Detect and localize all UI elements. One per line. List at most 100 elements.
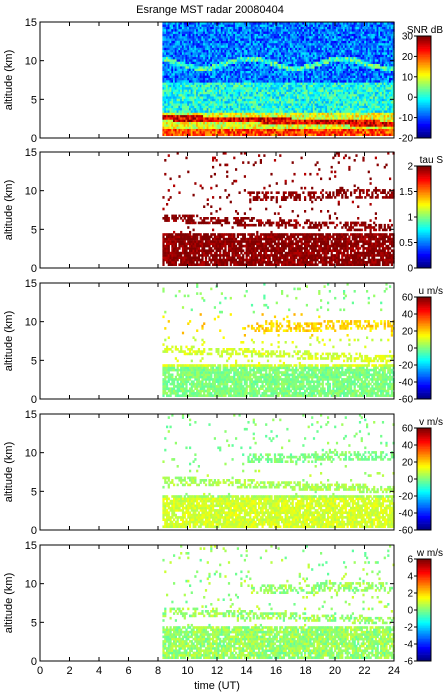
- data-cell: [231, 56, 234, 60]
- data-cell: [194, 45, 197, 48]
- data-cell: [311, 84, 314, 88]
- data-cell: [332, 84, 335, 88]
- data-cell: [231, 45, 234, 48]
- data-cell: [282, 103, 285, 106]
- data-cell: [166, 31, 169, 34]
- data-cell: [174, 45, 177, 48]
- data-cell: [293, 117, 296, 120]
- data-cell: [321, 124, 324, 127]
- data-cell: [192, 131, 195, 134]
- data-cell: [332, 112, 335, 116]
- data-cell: [320, 110, 323, 113]
- data-cell: [243, 35, 246, 39]
- data-cell: [261, 35, 264, 39]
- data-cell: [275, 52, 278, 55]
- data-cell: [281, 114, 284, 118]
- data-cell: [226, 26, 229, 30]
- data-cell: [212, 59, 215, 62]
- data-cell: [194, 133, 197, 136]
- data-cell: [233, 84, 236, 88]
- data-cell: [312, 91, 316, 95]
- data-cell: [226, 49, 229, 53]
- data-cell: [250, 24, 254, 27]
- data-cell: [330, 45, 333, 48]
- data-cell: [217, 112, 220, 116]
- data-cell: [240, 82, 243, 85]
- data-cell: [206, 52, 209, 55]
- data-cell: [240, 70, 243, 74]
- data-cell: [309, 121, 312, 125]
- data-cell: [243, 124, 246, 127]
- data-cell: [183, 70, 186, 74]
- data-cell: [174, 47, 177, 51]
- data-cell: [263, 33, 266, 37]
- data-cell: [210, 89, 213, 92]
- data-cell: [327, 66, 330, 69]
- data-cell: [220, 47, 223, 51]
- data-cell: [268, 117, 271, 120]
- data-cell: [263, 52, 266, 55]
- data-cell: [194, 56, 197, 60]
- data-cell: [256, 22, 259, 25]
- data-cell: [296, 100, 300, 104]
- data-cell: [242, 84, 245, 88]
- data-cell: [215, 75, 218, 78]
- data-cell: [224, 80, 227, 83]
- data-cell: [263, 24, 266, 27]
- data-cell: [318, 93, 321, 97]
- data-cell: [286, 84, 289, 88]
- data-cell: [229, 40, 232, 44]
- data-cell: [311, 103, 314, 106]
- data-cell: [321, 77, 324, 81]
- data-cell: [208, 40, 211, 44]
- data-cell: [189, 100, 192, 104]
- data-cell: [328, 38, 331, 41]
- data-cell: [183, 128, 186, 132]
- data-cell: [323, 22, 326, 25]
- data-cell: [174, 87, 177, 90]
- data-cell: [167, 45, 170, 48]
- data-cell: [330, 114, 333, 118]
- data-cell: [250, 133, 254, 136]
- data-cell: [192, 52, 195, 55]
- data-cell: [219, 124, 222, 127]
- data-cell: [305, 82, 308, 85]
- data-cell: [212, 35, 215, 39]
- data-cell: [259, 73, 262, 76]
- data-cell: [325, 96, 328, 99]
- data-cell: [220, 24, 223, 27]
- data-cell: [250, 54, 254, 58]
- data-cell: [233, 112, 236, 116]
- data-cell: [314, 110, 317, 113]
- data-cell: [235, 49, 238, 53]
- data-cell: [298, 128, 301, 132]
- data-cell: [254, 24, 257, 27]
- data-cell: [212, 31, 215, 34]
- data-cell: [233, 80, 236, 83]
- data-cell: [233, 63, 236, 67]
- data-cell: [235, 105, 238, 109]
- data-cell: [233, 124, 236, 127]
- data-cell: [176, 87, 179, 90]
- data-cell: [318, 63, 321, 67]
- data-cell: [192, 49, 195, 53]
- data-cell: [215, 96, 218, 99]
- data-cell: [302, 82, 305, 85]
- data-cell: [281, 98, 284, 102]
- data-cell: [236, 89, 239, 92]
- data-cell: [320, 63, 323, 67]
- data-cell: [288, 42, 291, 46]
- data-cell: [258, 128, 261, 132]
- data-cell: [222, 52, 225, 55]
- data-cell: [226, 66, 229, 69]
- data-cell: [284, 73, 287, 76]
- data-cell: [231, 100, 234, 104]
- data-cell: [171, 26, 174, 30]
- data-cell: [330, 70, 333, 74]
- data-cell: [219, 84, 222, 88]
- data-cell: [197, 96, 200, 99]
- data-cell: [302, 110, 305, 113]
- data-cell: [281, 38, 284, 41]
- data-cell: [219, 119, 222, 122]
- data-cell: [249, 121, 252, 125]
